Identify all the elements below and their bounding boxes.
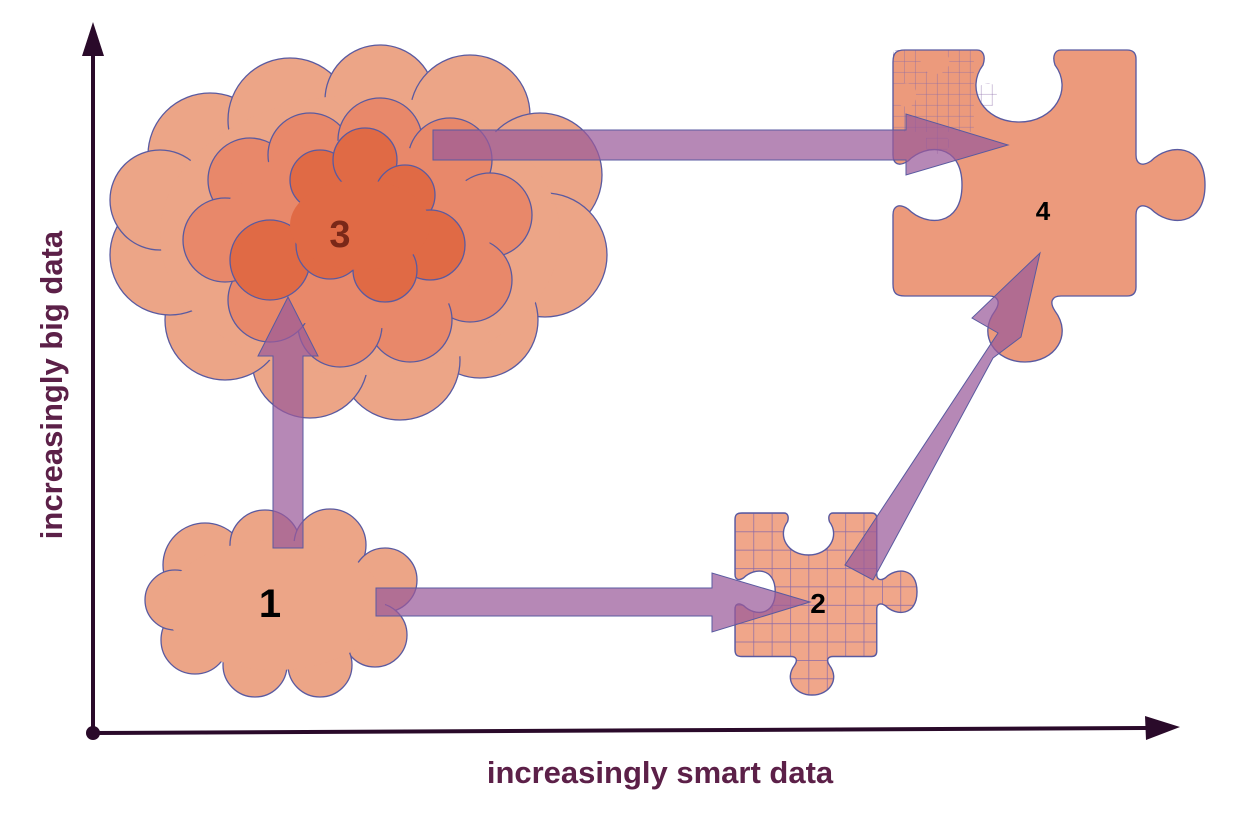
y-axis-label: increasingly big data: [34, 230, 69, 539]
x-axis-arrowhead: [1145, 716, 1180, 740]
node-4-label: 4: [1036, 196, 1051, 226]
node-1-label: 1: [259, 582, 281, 626]
puzzle-node-2: 2: [734, 512, 918, 696]
x-axis-label: increasingly smart data: [487, 755, 834, 790]
y-axis: [82, 22, 104, 733]
puzzle-node-4: 4: [891, 48, 1207, 364]
arrow-1-to-3: [257, 295, 319, 549]
x-axis: [92, 716, 1180, 740]
inner-cloud: [229, 127, 466, 303]
cloud-cluster-node-3: 3: [109, 44, 608, 421]
y-axis-arrowhead: [82, 22, 104, 56]
arrow-1-to-2: [375, 572, 812, 633]
arrow-2-to-4: [844, 251, 1041, 581]
arrow-3-to-4: [432, 113, 1010, 176]
cloud-node-1: 1: [144, 508, 418, 698]
axis-origin: [86, 726, 100, 740]
node-3-label: 3: [329, 214, 350, 256]
node-2-label: 2: [810, 588, 826, 619]
edge-arrows: [257, 113, 1041, 633]
